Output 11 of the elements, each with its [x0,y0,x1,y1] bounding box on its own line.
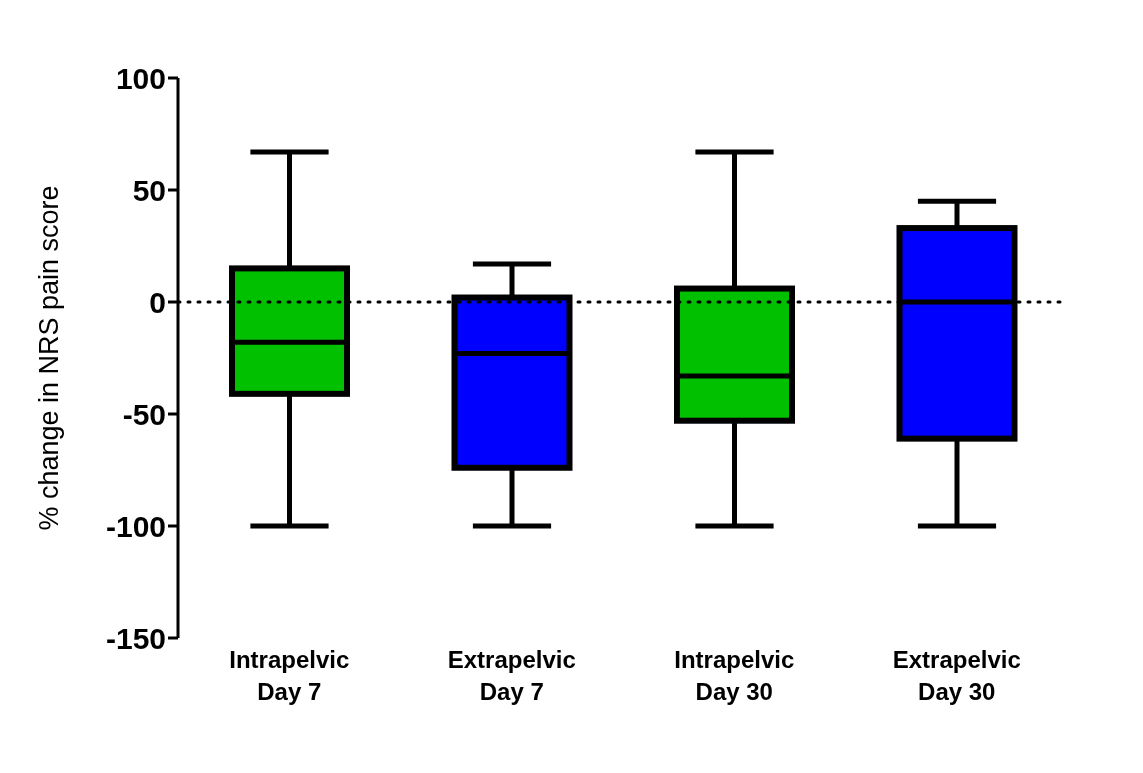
y-axis-title: % change in NRS pain score [33,185,64,531]
y-tick-label: -50 [122,397,166,431]
y-tick-label: -100 [105,509,166,543]
x-tick-label: Intrapelvic Day 7 [229,646,350,705]
y-tick-label: 50 [132,173,166,207]
x-tick-label: Extrapelvic Day 7 [447,646,576,705]
y-tick-label: -150 [105,621,166,655]
y-tick-label: 100 [115,61,166,95]
x-tick-label: Intrapelvic Day 30 [674,646,795,705]
x-tick-label: Extrapelvic Day 30 [892,646,1021,705]
y-tick-label: 0 [149,285,166,319]
